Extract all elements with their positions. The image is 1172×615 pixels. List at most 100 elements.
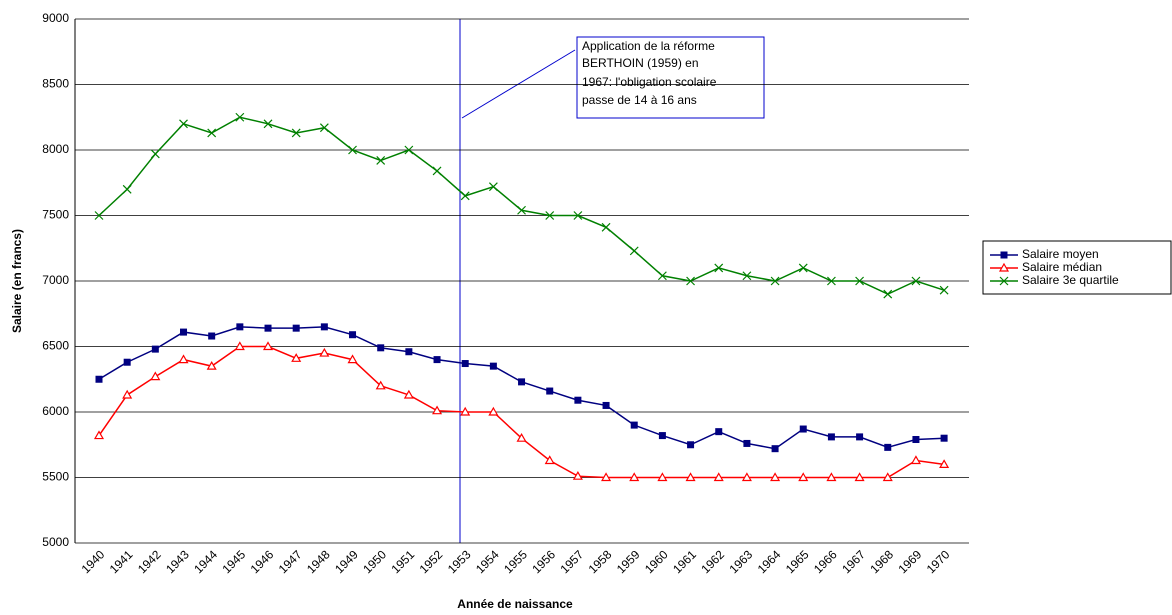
point bbox=[685, 472, 696, 482]
point bbox=[884, 443, 892, 451]
point bbox=[826, 472, 837, 482]
y-tick-label: 7000 bbox=[42, 273, 69, 287]
point bbox=[122, 389, 133, 399]
x-tick-label: 1950 bbox=[360, 547, 389, 576]
point bbox=[179, 119, 188, 129]
point bbox=[405, 348, 413, 356]
y-axis-label: Salaire (en francs) bbox=[10, 229, 24, 333]
x-tick-label: 1967 bbox=[839, 547, 868, 576]
x-tick-label: 1952 bbox=[417, 547, 446, 576]
point bbox=[516, 432, 527, 442]
point bbox=[320, 323, 328, 331]
y-tick-label: 5500 bbox=[42, 470, 69, 484]
legend-label: Salaire médian bbox=[1022, 260, 1102, 274]
point bbox=[601, 222, 611, 232]
point bbox=[826, 276, 836, 286]
point bbox=[94, 211, 104, 220]
point bbox=[770, 276, 780, 286]
x-tick-label: 1941 bbox=[107, 547, 136, 576]
point bbox=[178, 354, 189, 364]
point bbox=[657, 472, 668, 482]
point bbox=[207, 128, 217, 138]
point bbox=[912, 436, 920, 444]
x-tick-label: 1965 bbox=[783, 547, 812, 576]
x-tick-label: 1940 bbox=[79, 547, 108, 576]
point bbox=[291, 353, 302, 362]
y-tick-label: 6500 bbox=[42, 339, 69, 353]
x-tick-label: 1962 bbox=[698, 547, 727, 576]
point bbox=[854, 472, 865, 482]
point bbox=[630, 421, 638, 429]
point bbox=[1000, 251, 1008, 259]
point bbox=[517, 205, 526, 215]
x-tick-label: 1942 bbox=[135, 547, 164, 576]
point bbox=[855, 276, 865, 286]
x-tick-label: 1970 bbox=[924, 547, 953, 576]
x-tick-label: 1947 bbox=[276, 547, 305, 576]
y-tick-label: 6000 bbox=[42, 404, 69, 418]
point bbox=[348, 145, 357, 155]
x-tick-label: 1961 bbox=[670, 547, 699, 576]
point bbox=[856, 433, 864, 441]
point bbox=[432, 166, 442, 176]
point bbox=[349, 331, 357, 339]
point bbox=[263, 119, 273, 129]
point bbox=[236, 323, 244, 331]
point bbox=[433, 356, 441, 364]
y-tick-label: 9000 bbox=[42, 11, 69, 25]
x-tick-label: 1954 bbox=[473, 547, 502, 576]
legend-label: Salaire moyen bbox=[1022, 247, 1099, 261]
point bbox=[771, 445, 779, 453]
point bbox=[743, 439, 751, 447]
annotation-line: Application de la réforme bbox=[582, 39, 715, 53]
point bbox=[798, 472, 809, 482]
point bbox=[742, 271, 752, 281]
y-tick-label: 8500 bbox=[42, 77, 69, 91]
point bbox=[93, 430, 105, 440]
point bbox=[939, 459, 950, 468]
point bbox=[208, 332, 216, 340]
x-tick-label: 1969 bbox=[896, 547, 925, 576]
point bbox=[798, 263, 808, 273]
point bbox=[432, 405, 443, 415]
point bbox=[545, 211, 555, 220]
point bbox=[376, 156, 386, 165]
point bbox=[741, 472, 752, 482]
point bbox=[911, 276, 921, 286]
series-line bbox=[98, 116, 945, 295]
annotation-line: passe de 14 à 16 ans bbox=[582, 93, 697, 107]
annotation-connector bbox=[461, 49, 576, 119]
x-tick-label: 1944 bbox=[191, 547, 220, 576]
x-tick-label: 1953 bbox=[445, 547, 474, 576]
x-tick-label: 1956 bbox=[529, 547, 558, 576]
point bbox=[574, 396, 582, 404]
point bbox=[573, 211, 583, 220]
point bbox=[572, 470, 583, 480]
point bbox=[460, 406, 471, 416]
x-tick-label: 1951 bbox=[388, 547, 417, 576]
x-tick-label: 1946 bbox=[248, 547, 277, 576]
point bbox=[489, 362, 497, 370]
x-tick-label: 1949 bbox=[332, 547, 361, 576]
point bbox=[799, 425, 807, 433]
x-tick-label: 1955 bbox=[501, 547, 530, 576]
point bbox=[629, 246, 639, 256]
point bbox=[882, 472, 893, 482]
point bbox=[544, 455, 555, 465]
point bbox=[347, 354, 358, 364]
point bbox=[687, 441, 695, 449]
point bbox=[264, 324, 272, 332]
point bbox=[883, 289, 893, 299]
x-tick-label: 1960 bbox=[642, 547, 671, 576]
point bbox=[150, 371, 161, 381]
point bbox=[827, 433, 835, 441]
point bbox=[292, 324, 300, 332]
point bbox=[601, 472, 612, 482]
x-tick-label: 1957 bbox=[557, 547, 586, 576]
point bbox=[151, 345, 159, 353]
point bbox=[319, 347, 330, 357]
point bbox=[319, 123, 329, 133]
point bbox=[461, 360, 469, 368]
point bbox=[713, 472, 724, 482]
